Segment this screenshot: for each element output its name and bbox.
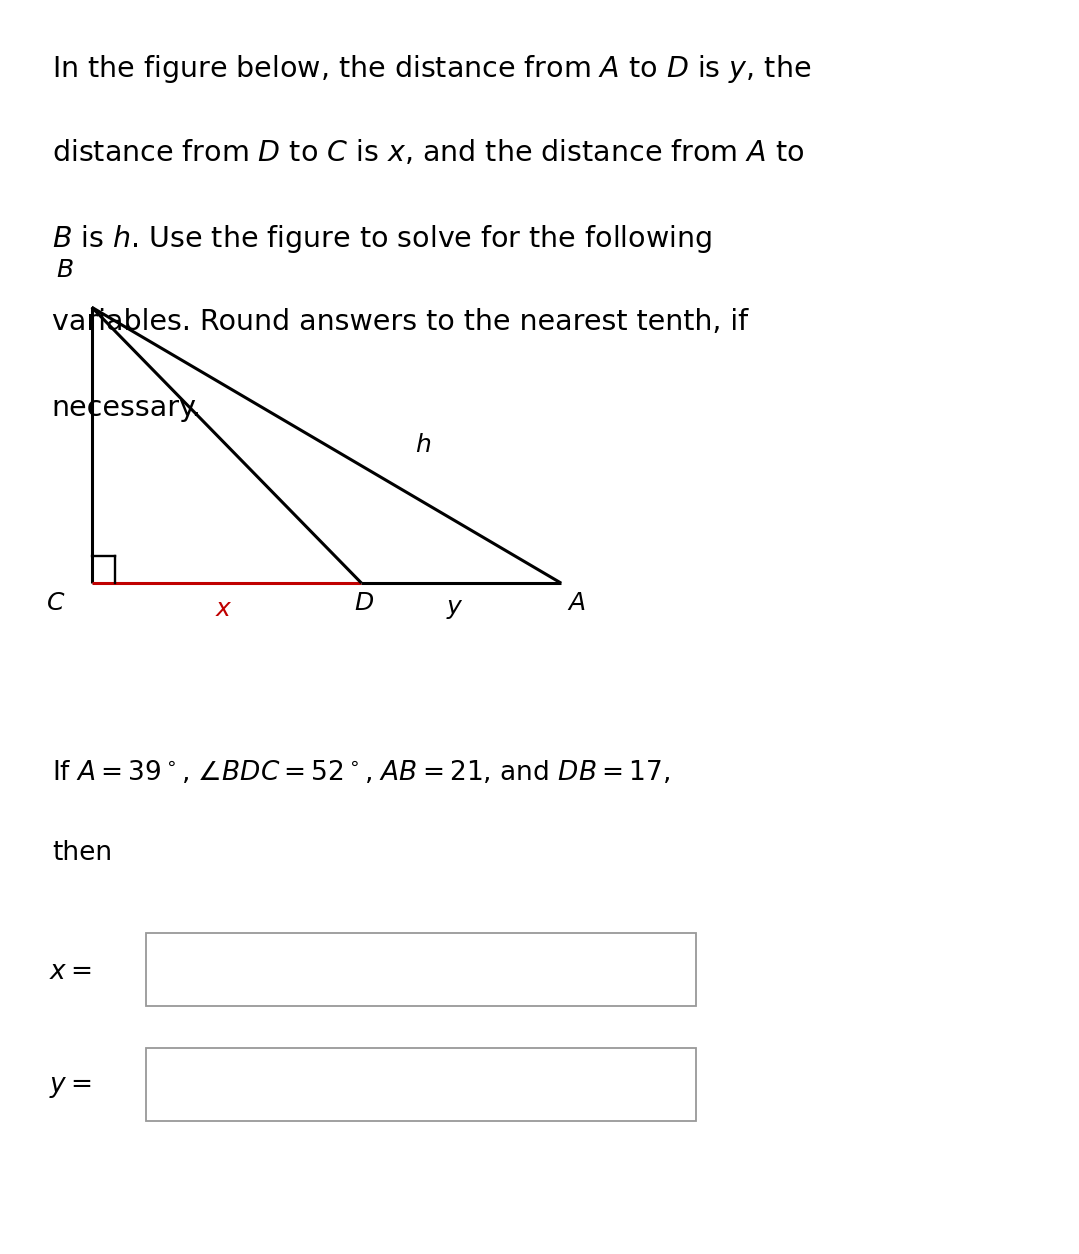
Text: $A$: $A$ (566, 592, 586, 614)
Text: variables. Round answers to the nearest tenth, if: variables. Round answers to the nearest … (52, 308, 748, 336)
Text: necessary.: necessary. (52, 394, 202, 421)
Text: then: then (52, 840, 112, 867)
Text: $y =$: $y =$ (49, 1075, 92, 1100)
Text: $C$: $C$ (46, 592, 66, 614)
Text: $x$: $x$ (215, 598, 232, 621)
Text: $D$: $D$ (354, 592, 373, 614)
Text: $B$: $B$ (56, 260, 73, 282)
FancyBboxPatch shape (146, 1048, 696, 1121)
Text: distance from $\mathit{D}$ to $\mathit{C}$ is $\mathit{x}$, and the distance fro: distance from $\mathit{D}$ to $\mathit{C… (52, 138, 804, 167)
FancyBboxPatch shape (146, 933, 696, 1006)
Text: If $\mathit{A}=39^\circ$, $\angle \mathit{BDC}=52^\circ$, $\mathit{AB}=21$, and : If $\mathit{A}=39^\circ$, $\angle \mathi… (52, 759, 670, 786)
Text: $y$: $y$ (447, 598, 464, 621)
Text: $\mathit{B}$ is $\mathit{h}$. Use the figure to solve for the following: $\mathit{B}$ is $\mathit{h}$. Use the fi… (52, 223, 712, 256)
Text: $x =$: $x =$ (49, 959, 92, 984)
Text: $h$: $h$ (415, 434, 432, 456)
Text: In the figure below, the distance from $\mathit{A}$ to $\mathit{D}$ is $\mathit{: In the figure below, the distance from $… (52, 53, 811, 85)
